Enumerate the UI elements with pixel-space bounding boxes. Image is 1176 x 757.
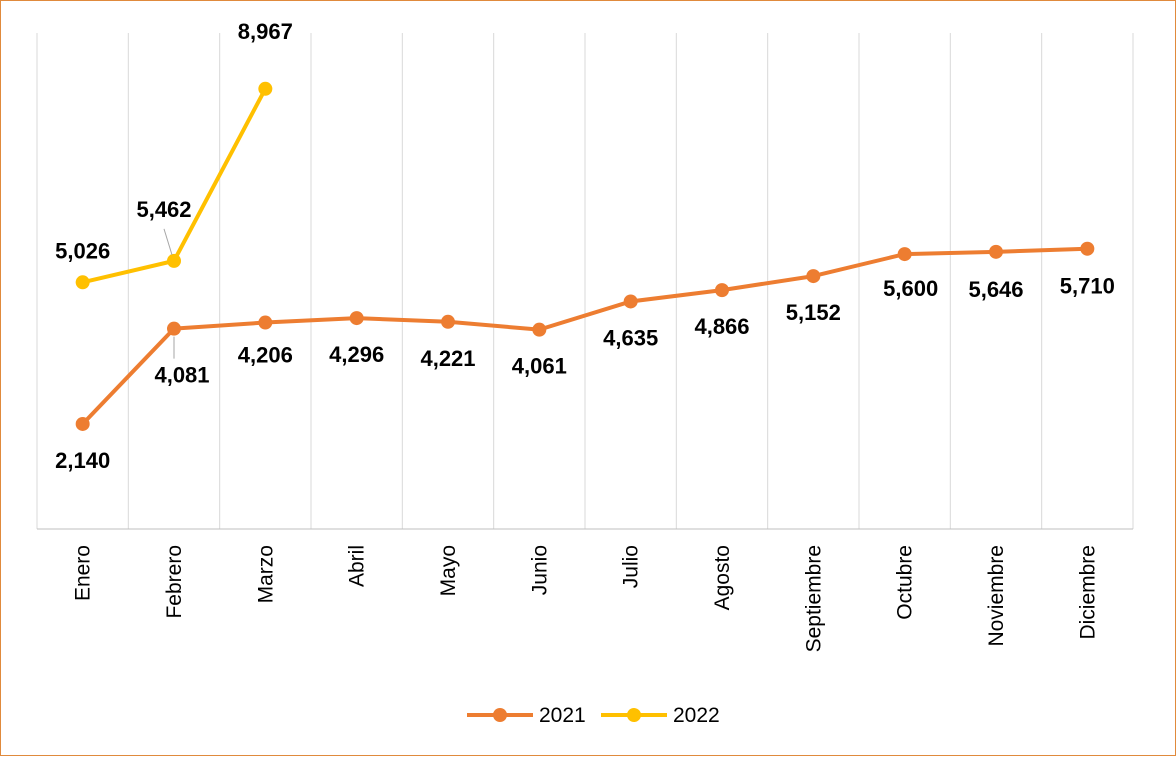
leader-line xyxy=(163,228,173,256)
data-label: 4,221 xyxy=(420,346,475,371)
data-point xyxy=(75,275,90,290)
legend-item: 2022 xyxy=(601,704,720,727)
data-label: 5,710 xyxy=(1060,274,1115,299)
data-label: 2,140 xyxy=(55,448,110,473)
legend-item: 2021 xyxy=(467,704,586,727)
category-label: Agosto xyxy=(711,545,734,610)
data-point xyxy=(258,81,273,96)
legend-label: 2021 xyxy=(539,704,586,727)
data-point xyxy=(1080,241,1095,256)
data-label: 4,061 xyxy=(512,354,567,379)
legend-label: 2022 xyxy=(673,704,720,727)
category-label: Noviembre xyxy=(985,545,1008,647)
category-label: Marzo xyxy=(254,545,277,603)
data-label: 4,866 xyxy=(694,314,749,339)
data-label: 4,206 xyxy=(238,343,293,368)
legend-marker xyxy=(627,708,641,722)
data-point xyxy=(441,314,455,329)
category-label: Julio xyxy=(620,545,643,588)
legend-marker xyxy=(493,708,507,722)
data-label: 4,635 xyxy=(603,325,658,350)
data-label: 5,646 xyxy=(968,277,1023,302)
data-point xyxy=(532,322,547,337)
data-label: 4,081 xyxy=(154,363,209,388)
gridlines xyxy=(36,33,1134,529)
data-label: 5,152 xyxy=(786,300,841,325)
data-point xyxy=(75,416,90,431)
data-point xyxy=(897,247,912,262)
data-point xyxy=(623,294,638,309)
data-point xyxy=(989,244,1003,259)
legend: 2021 2022 xyxy=(467,704,720,727)
data-labels: 2,140 4,081 4,206 4,296 4,221 4,061 4,635 4,866… xyxy=(55,19,1115,473)
category-label: Abril xyxy=(346,545,369,587)
data-label: 5,600 xyxy=(883,276,938,301)
series-2021 xyxy=(75,241,1095,431)
category-label: Octubre xyxy=(894,545,917,620)
data-label: 5,026 xyxy=(55,238,110,263)
data-point xyxy=(167,253,181,268)
data-point xyxy=(806,269,821,284)
data-label: 5,462 xyxy=(136,197,191,222)
series-line xyxy=(81,246,1088,426)
data-point xyxy=(258,315,273,330)
data-label: 4,296 xyxy=(329,342,384,367)
category-label: Enero xyxy=(72,545,95,601)
category-labels: Enero Febrero Marzo Abril Mayo Junio Julio Agos… xyxy=(72,545,1100,652)
category-label: Mayo xyxy=(437,545,460,596)
data-point xyxy=(349,311,364,326)
series-2022 xyxy=(75,81,273,290)
data-point xyxy=(167,321,181,336)
category-label: Diciembre xyxy=(1076,545,1099,640)
category-label: Febrero xyxy=(163,545,186,619)
data-point xyxy=(715,283,729,298)
category-label: Septiembre xyxy=(802,545,825,652)
series-lines xyxy=(75,81,1095,431)
category-label: Junio xyxy=(528,545,551,595)
data-label: 8,967 xyxy=(238,19,293,44)
